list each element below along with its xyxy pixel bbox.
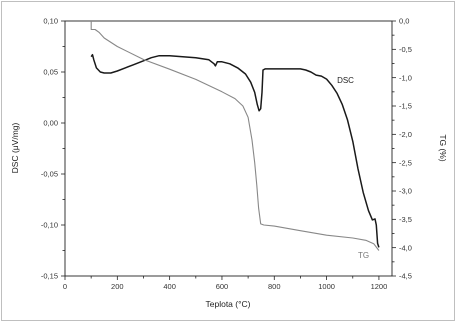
left-tick-label: -0,15 [41, 272, 58, 281]
right-tick-label: -1,5 [399, 102, 412, 111]
left-axis-title: DSC (μV/mg) [10, 122, 20, 173]
right-tick-label: -4,5 [399, 272, 412, 281]
right-tick-label: -1,0 [399, 73, 412, 82]
right-tick-label: 0,0 [399, 17, 409, 26]
x-tick-label: 400 [163, 282, 176, 291]
right-tick-label: -4,0 [399, 243, 412, 252]
series-line-dsc [90, 53, 380, 248]
x-tick-label: 0 [63, 282, 67, 291]
left-tick-label: 0,05 [43, 68, 58, 77]
right-tick-label: -3,5 [399, 215, 412, 224]
x-tick-label: 200 [111, 282, 124, 291]
left-tick-label: 0,00 [43, 119, 58, 128]
x-tick-label: 1200 [371, 282, 388, 291]
x-tick-label: 600 [216, 282, 229, 291]
tick-labels: 0 200 400 600 800 1000 1200 0,10 0,05 0,00 -0,05 -0… [41, 17, 412, 291]
x-tick-label: 1000 [318, 282, 335, 291]
right-tick-label: -0,5 [399, 45, 412, 54]
x-axis-title: Teplota (°C) [206, 299, 251, 309]
right-tick-label: -2,0 [399, 130, 412, 139]
right-tick-label: -3,0 [399, 187, 412, 196]
left-tick-label: -0,05 [41, 170, 58, 179]
x-tick-label: 800 [268, 282, 281, 291]
right-axis-title: TG (%) [438, 134, 448, 162]
series-line-tg [90, 21, 380, 251]
axis-ticks [61, 20, 396, 280]
right-tick-label: -2,5 [399, 158, 412, 167]
series-label-dsc: DSC [337, 76, 354, 85]
series-label-tg: TG [358, 251, 369, 260]
series-group [90, 21, 380, 251]
left-tick-label: 0,10 [43, 17, 58, 26]
left-tick-label: -0,10 [41, 221, 58, 230]
